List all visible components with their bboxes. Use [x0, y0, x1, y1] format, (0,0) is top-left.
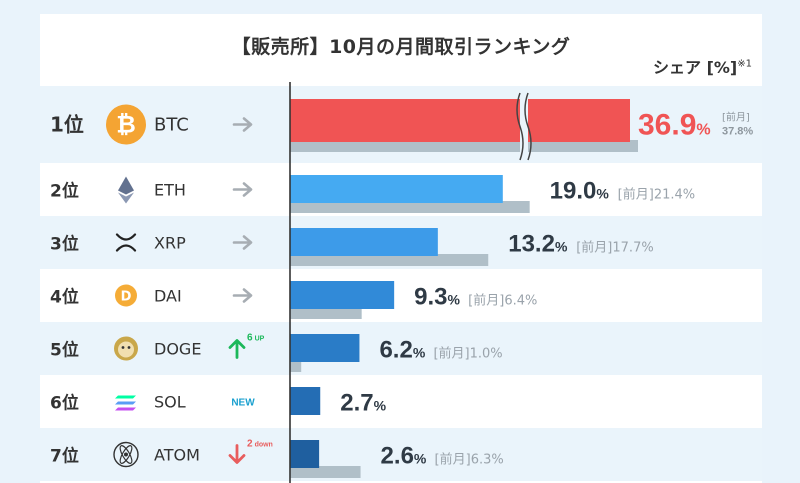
previous-month-bar — [290, 254, 489, 266]
current-share-bar — [290, 440, 320, 468]
ranking-chart: 1位 ₿ BTC 36.9% [前月] 37.8% 2位 ETH 19.0% [前月]21.4% 3… — [40, 82, 762, 483]
previous-month-label: [前月]1.0% — [433, 346, 502, 362]
share-value-label: 6.2% — [379, 337, 425, 364]
axis-break-mark — [516, 92, 524, 161]
chart-card: 【販売所】10月の月間取引ランキング シェア [%]※1 1位 ₿ BTC 36.9%… — [40, 14, 762, 483]
same-rank-arrow-icon — [232, 288, 253, 303]
rank-label: 4位 — [50, 287, 79, 308]
same-rank-arrow-icon — [232, 182, 253, 197]
ranking-row: 6位 SOL NEW 2.7% — [50, 387, 387, 417]
ranking-row: 1位 ₿ BTC 36.9% [前月] 37.8% — [40, 86, 762, 163]
ranking-row: 7位 ATOM 2 down 2.6% [前月]6.3% — [40, 428, 762, 481]
rank-down-arrow-icon — [228, 444, 246, 464]
axis-break-gap — [520, 93, 528, 160]
axis-break-mark — [524, 92, 532, 161]
same-rank-arrow-icon — [232, 117, 253, 132]
dai-icon-disc — [115, 284, 137, 307]
previous-month-value: 6.3% — [471, 453, 504, 468]
ticker-label: XRP — [154, 234, 186, 253]
share-value-label: 36.9% — [638, 109, 711, 142]
previous-month-label: [前月]6.4% — [468, 293, 537, 309]
previous-month-value: 6.4% — [504, 294, 537, 309]
previous-month-label: [前月]17.7% — [576, 240, 653, 256]
ranking-row: 5位 DOGE 6 UP 6.2% [前月]1.0% — [40, 322, 762, 375]
rank-label: 7位 — [50, 446, 79, 467]
rank-label: 3位 — [50, 234, 79, 255]
solana-icon-stripe — [115, 407, 136, 411]
ticker-label: ETH — [154, 181, 186, 200]
bitcoin-icon-glyph: ₿ — [116, 111, 136, 139]
share-value-label: 2.6% — [381, 443, 427, 470]
cosmos-atom-icon-orbit — [119, 445, 133, 464]
current-share-bar — [290, 334, 360, 362]
new-entry-badge: NEW — [231, 398, 255, 409]
chart-title: 【販売所】10月の月間取引ランキング — [231, 36, 571, 58]
same-rank-arrow-icon — [232, 235, 253, 250]
previous-month-bar — [290, 201, 530, 213]
share-footnote-mark: ※1 — [737, 58, 752, 70]
previous-month-label: [前月]21.4% — [618, 187, 695, 203]
previous-month-bar — [290, 466, 361, 478]
ranking-row: 3位 XRP 13.2% [前月]17.7% — [40, 216, 762, 269]
ticker-label: BTC — [154, 115, 189, 136]
rank-change-label: 2 down — [247, 439, 273, 450]
share-axis-label: シェア [%]※1 — [653, 54, 752, 78]
cosmos-atom-icon-core — [124, 452, 128, 457]
current-share-bar — [290, 99, 630, 142]
ticker-label: DAI — [154, 287, 182, 306]
previous-month-label: [前月]6.3% — [435, 452, 504, 468]
ticker-label: SOL — [154, 393, 186, 412]
xrp-icon-glyph — [115, 233, 137, 252]
ethereum-icon-bottom — [118, 192, 134, 204]
cosmos-atom-icon-orbit — [119, 445, 133, 464]
dogecoin-icon-eye — [127, 346, 131, 349]
ethereum-icon-top — [118, 176, 134, 195]
current-share-bar — [290, 175, 503, 203]
previous-month-value: 1.0% — [470, 347, 503, 362]
ranking-row: 4位 D DAI 9.3% [前月]6.4% — [50, 281, 537, 319]
current-share-bar — [290, 281, 395, 309]
bitcoin-icon-disc — [106, 104, 146, 145]
solana-icon-stripe — [115, 401, 136, 405]
dogecoin-icon-face — [118, 341, 134, 358]
current-share-bar — [290, 228, 438, 256]
dogecoin-icon-eye — [121, 346, 125, 349]
rank-label: 6位 — [50, 393, 79, 414]
ranking-row: 2位 ETH 19.0% [前月]21.4% — [50, 175, 695, 213]
cosmos-atom-icon-ring — [113, 441, 139, 468]
share-value-label: 2.7% — [340, 390, 386, 417]
rank-label: 1位 — [50, 113, 84, 137]
previous-month-bar — [290, 140, 638, 152]
row-background — [40, 428, 762, 481]
rank-label: 5位 — [50, 340, 79, 361]
share-label: シェア [%] — [653, 58, 738, 77]
share-value-label: 19.0% — [550, 178, 610, 205]
rank-change-label: 6 UP — [247, 333, 265, 344]
ticker-label: ATOM — [154, 446, 200, 465]
previous-month-bar — [290, 360, 302, 372]
rank-up-arrow-icon — [228, 339, 246, 359]
dai-icon-glyph: D — [121, 290, 132, 305]
previous-month-value: 37.8% — [722, 126, 753, 138]
previous-month-value: 21.4% — [654, 188, 695, 203]
row-background — [40, 322, 762, 375]
ticker-label: DOGE — [154, 340, 201, 359]
current-share-bar — [290, 387, 321, 415]
previous-month-bar — [290, 307, 362, 319]
share-value-label: 13.2% — [508, 231, 568, 258]
share-value-label: 9.3% — [414, 284, 460, 311]
previous-month-value: 17.7% — [612, 241, 653, 256]
previous-month-caption: [前月] — [722, 111, 750, 124]
solana-icon-stripe — [115, 395, 136, 399]
rank-label: 2位 — [50, 181, 79, 202]
